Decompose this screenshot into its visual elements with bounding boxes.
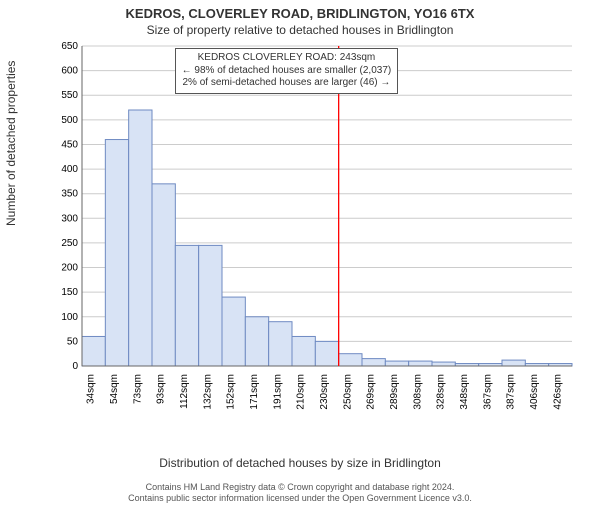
histogram-bar xyxy=(175,245,198,366)
x-tick-label: 132sqm xyxy=(202,374,213,410)
x-tick-label: 406sqm xyxy=(529,374,540,410)
histogram-bar xyxy=(339,354,362,366)
chart-plot-area: 0501001502002503003504004505005506006503… xyxy=(52,46,572,416)
annotation-line-3: 2% of semi-detached houses are larger (4… xyxy=(182,77,392,90)
histogram-bar xyxy=(152,184,175,366)
footer-line-2: Contains public sector information licen… xyxy=(0,493,600,504)
y-tick-label: 300 xyxy=(61,213,78,224)
histogram-chart: 0501001502002503003504004505005506006503… xyxy=(52,46,572,416)
y-tick-label: 350 xyxy=(61,189,78,200)
y-tick-label: 150 xyxy=(61,287,78,298)
x-axis-label: Distribution of detached houses by size … xyxy=(0,456,600,470)
page-title: KEDROS, CLOVERLEY ROAD, BRIDLINGTON, YO1… xyxy=(0,6,600,21)
x-tick-label: 426sqm xyxy=(552,374,563,410)
x-tick-label: 210sqm xyxy=(296,374,307,410)
annotation-line-1: KEDROS CLOVERLEY ROAD: 243sqm xyxy=(182,52,392,65)
histogram-bar xyxy=(385,361,408,366)
y-tick-label: 550 xyxy=(61,90,78,101)
histogram-bar xyxy=(222,297,245,366)
x-tick-label: 191sqm xyxy=(272,374,283,410)
x-tick-label: 269sqm xyxy=(366,374,377,410)
marker-annotation-box: KEDROS CLOVERLEY ROAD: 243sqm ← 98% of d… xyxy=(175,48,399,94)
histogram-bar xyxy=(129,110,152,366)
y-tick-label: 400 xyxy=(61,164,78,175)
histogram-bar xyxy=(105,140,128,366)
y-tick-label: 500 xyxy=(61,115,78,126)
x-tick-label: 34sqm xyxy=(86,374,97,404)
x-tick-label: 93sqm xyxy=(156,374,167,404)
footer-line-1: Contains HM Land Registry data © Crown c… xyxy=(0,482,600,493)
histogram-bar xyxy=(315,341,338,366)
histogram-bar xyxy=(82,336,105,366)
footer-attribution: Contains HM Land Registry data © Crown c… xyxy=(0,482,600,504)
x-tick-label: 367sqm xyxy=(482,374,493,410)
histogram-bar xyxy=(199,245,222,366)
x-tick-label: 73sqm xyxy=(132,374,143,404)
x-tick-label: 250sqm xyxy=(342,374,353,410)
histogram-bar xyxy=(409,361,432,366)
x-tick-label: 387sqm xyxy=(506,374,517,410)
histogram-bar xyxy=(292,336,315,366)
histogram-bar xyxy=(502,360,525,366)
x-tick-label: 171sqm xyxy=(249,374,260,410)
x-tick-label: 289sqm xyxy=(389,374,400,410)
y-axis-label: Number of detached properties xyxy=(4,61,18,226)
annotation-line-2: ← 98% of detached houses are smaller (2,… xyxy=(182,65,392,78)
x-tick-label: 348sqm xyxy=(459,374,470,410)
page-subtitle: Size of property relative to detached ho… xyxy=(0,23,600,37)
x-tick-label: 54sqm xyxy=(109,374,120,404)
y-tick-label: 50 xyxy=(67,336,79,347)
x-tick-label: 152sqm xyxy=(226,374,237,410)
x-tick-label: 112sqm xyxy=(179,374,190,409)
y-tick-label: 0 xyxy=(72,361,78,372)
histogram-bar xyxy=(432,362,455,366)
y-tick-label: 100 xyxy=(61,312,78,323)
x-tick-label: 328sqm xyxy=(436,374,447,410)
x-tick-label: 230sqm xyxy=(319,374,330,410)
histogram-bar xyxy=(269,322,292,366)
y-tick-label: 250 xyxy=(61,238,78,249)
y-tick-label: 200 xyxy=(61,263,78,274)
y-tick-label: 600 xyxy=(61,66,78,77)
histogram-bar xyxy=(362,359,385,366)
y-tick-label: 450 xyxy=(61,139,78,150)
x-tick-label: 308sqm xyxy=(412,374,423,410)
histogram-bar xyxy=(245,317,268,366)
y-tick-label: 650 xyxy=(61,41,78,52)
